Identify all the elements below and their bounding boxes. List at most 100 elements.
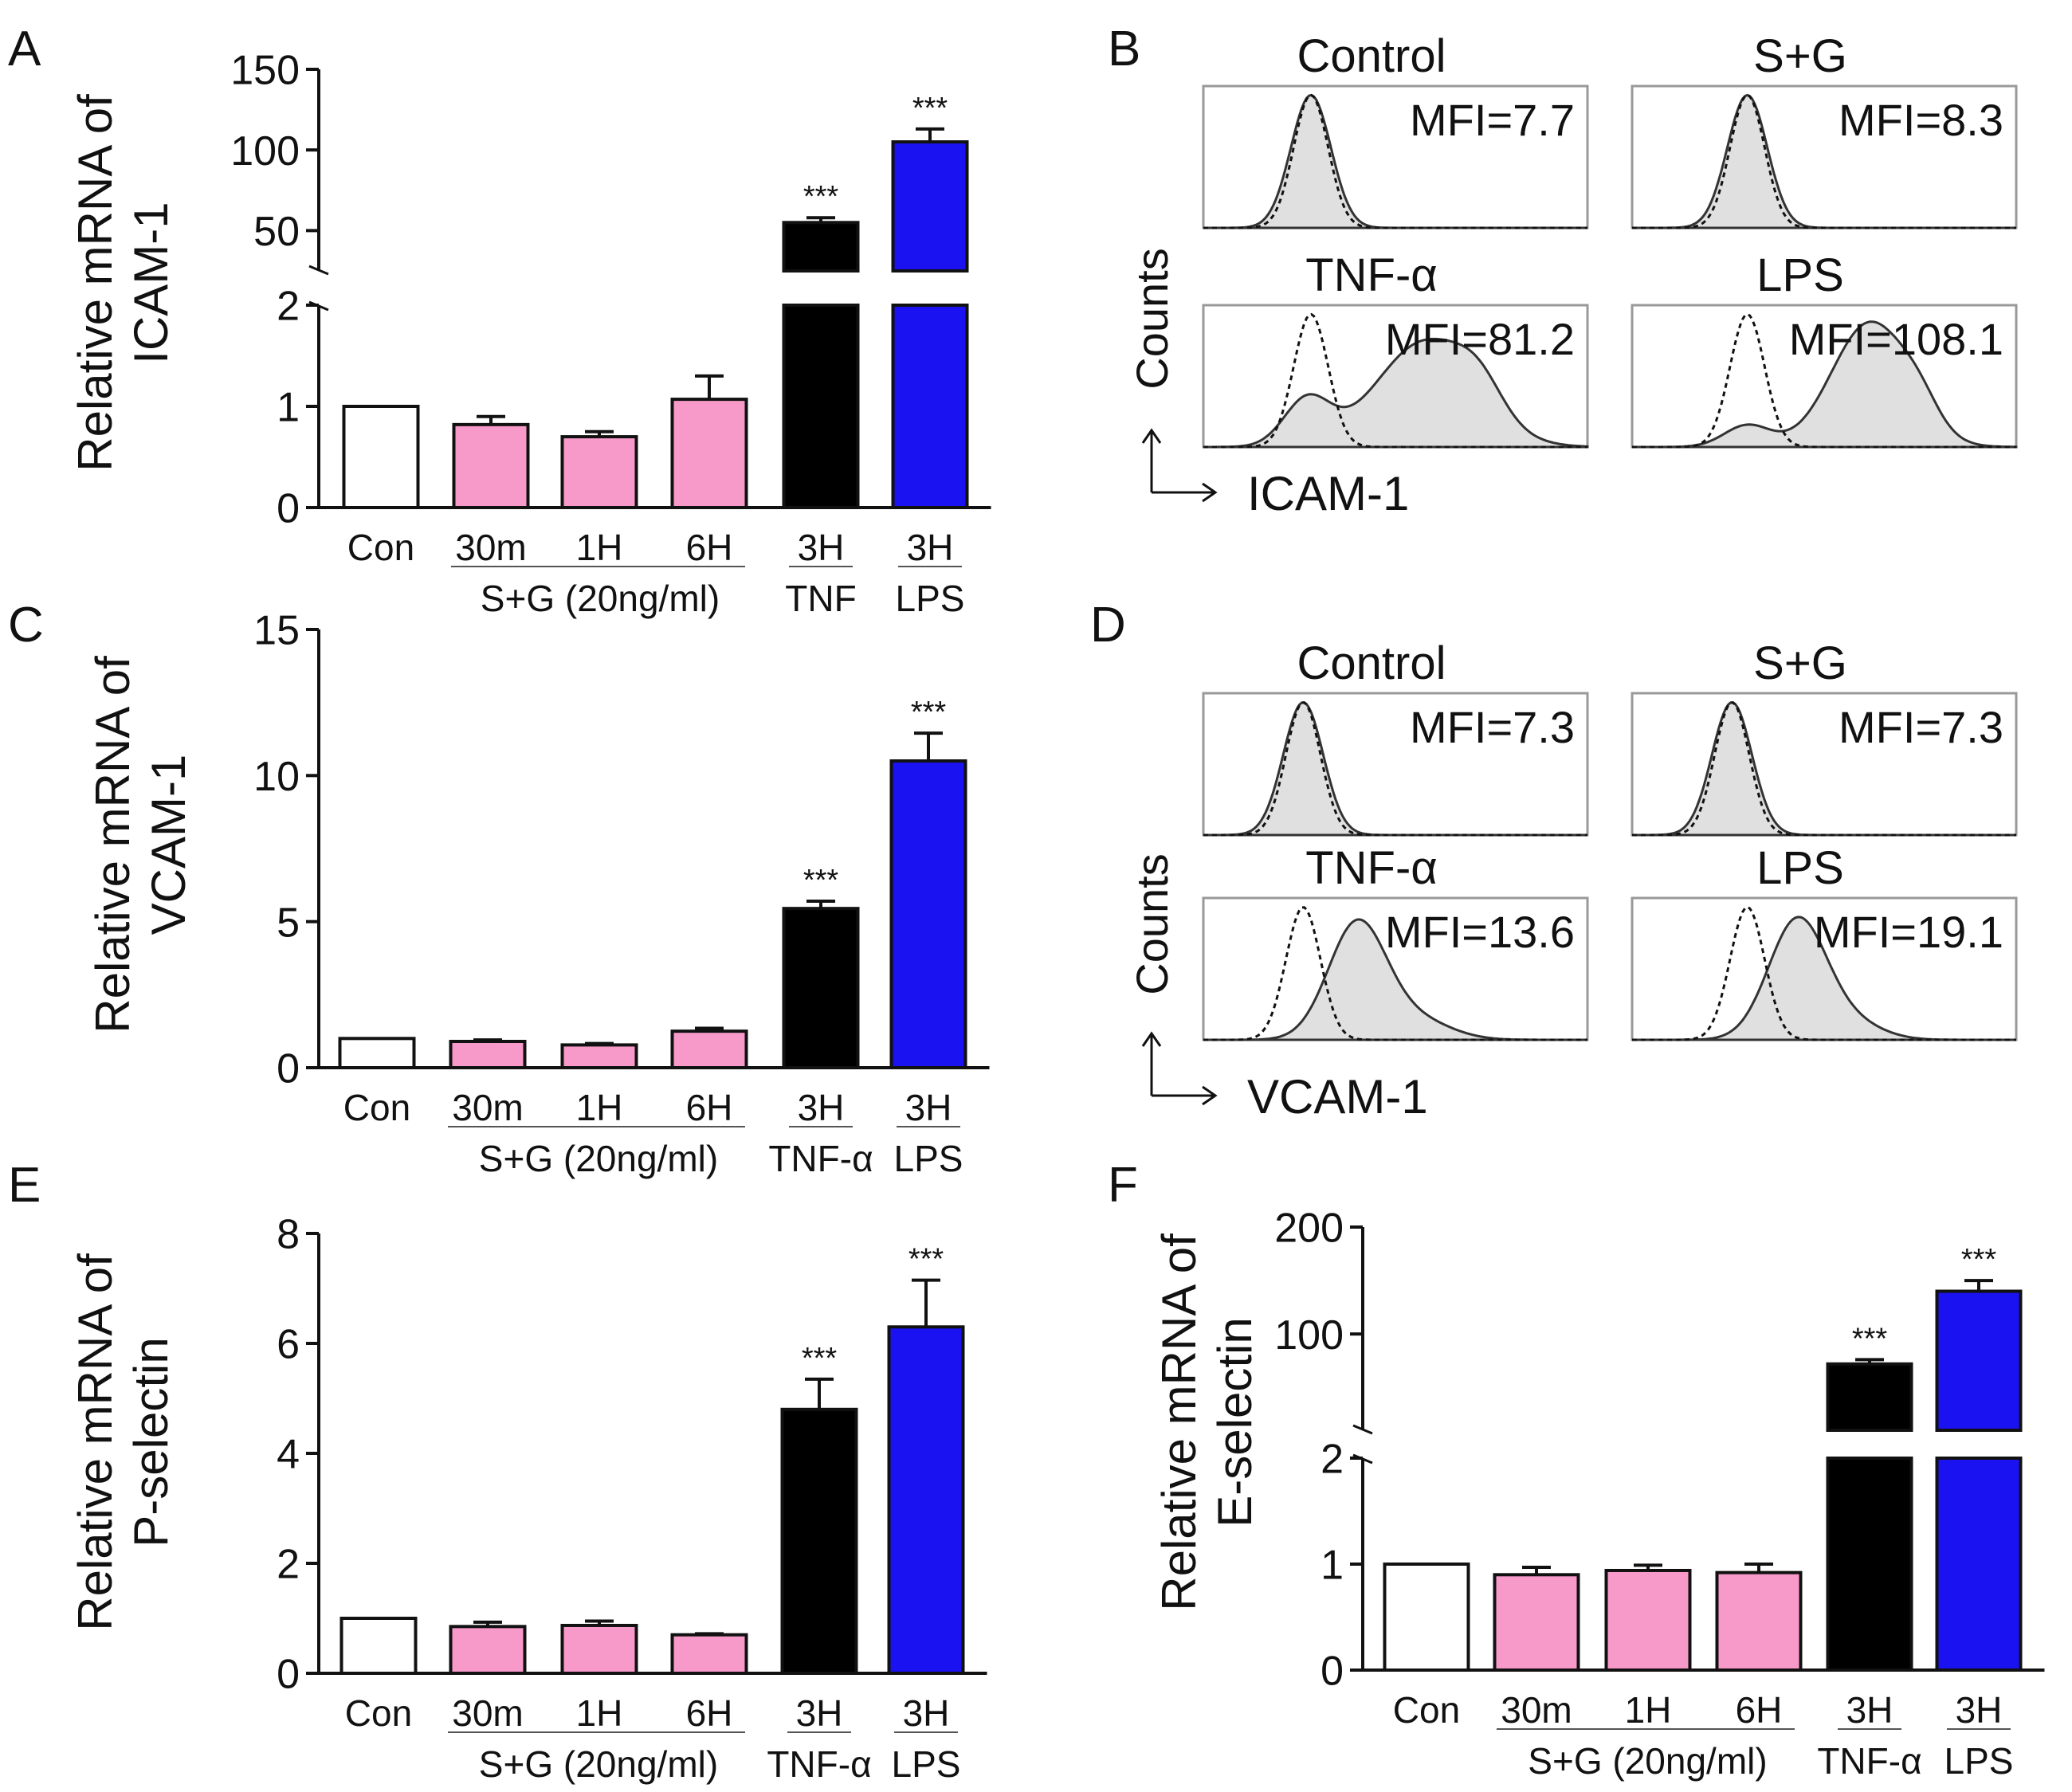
panel-letter-a: A [8, 22, 41, 76]
category-label: 30m [1501, 1689, 1572, 1731]
flow-panel-b: Control MFI=7.7 S+G MFI=8.3 TNF-α MFI=81.2 LPS… [1127, 30, 2018, 520]
mfi-value: MFI=8.3 [1839, 95, 2003, 145]
category-label: 3H [796, 1692, 843, 1734]
counts-axis-title: Counts [1127, 853, 1177, 994]
histogram-title: Control [1297, 30, 1446, 82]
mfi-value: MFI=7.3 [1839, 702, 2003, 752]
marker-axis-title: VCAM-1 [1247, 1070, 1428, 1123]
marker-axis-title: ICAM-1 [1247, 467, 1409, 520]
y-tick-label: 10 [253, 754, 300, 800]
histogram-title: Control [1297, 637, 1446, 689]
flow-panel-d: Control MFI=7.3 S+G MFI=7.3 TNF-α MFI=13.6 LPS… [1127, 637, 2018, 1123]
bar [452, 422, 530, 509]
y-tick-label: 0 [277, 1652, 300, 1698]
mfi-value: MFI=13.6 [1385, 907, 1575, 957]
category-label: 3H [903, 1692, 950, 1734]
y-axis-title-line2: VCAM-1 [142, 755, 195, 935]
y-tick-label: 15 [253, 608, 300, 654]
bar [1715, 1570, 1803, 1672]
isotype-histogram [1632, 905, 2016, 1041]
group-label-sg: S+G (20ng/ml) [1528, 1740, 1767, 1782]
category-label: Con [343, 1087, 410, 1128]
bar [449, 1040, 527, 1069]
histogram-title: LPS [1756, 249, 1844, 301]
panel-letter-b: B [1108, 22, 1140, 76]
category-label: 30m [455, 527, 526, 568]
significance-stars: *** [803, 864, 839, 897]
histogram-control: Control MFI=7.3 [1202, 637, 1589, 837]
y-tick-label: 4 [277, 1432, 300, 1478]
group-label-lps: LPS [894, 1138, 963, 1179]
panel-letter-f: F [1108, 1158, 1138, 1213]
histogram-panels-layer: Control MFI=7.7 S+G MFI=8.3 TNF-α MFI=81.2 LPS… [1127, 30, 2018, 1123]
histogram-title: TNF-α [1305, 249, 1438, 301]
significance-stars: *** [908, 1243, 944, 1276]
group-label-lps: LPS [1944, 1740, 2014, 1782]
bar [560, 1043, 638, 1070]
y-axis-title-line1: Relative mRNA of [69, 1253, 122, 1631]
counts-arrow-head [1141, 1031, 1162, 1047]
group-label-sg: S+G (20ng/ml) [481, 578, 720, 619]
y-tick-label: 150 [230, 48, 300, 94]
category-label: 1H [576, 1087, 623, 1128]
significance-stars: *** [912, 92, 948, 125]
group-label-lps: LPS [892, 1743, 961, 1785]
category-label: 3H [798, 1087, 845, 1128]
category-label: Con [347, 527, 414, 568]
marker-arrow-head [1202, 1085, 1218, 1106]
mfi-value: MFI=108.1 [1789, 314, 2003, 364]
y-tick-label: 100 [230, 128, 300, 174]
y-tick-label: 50 [253, 209, 300, 255]
y-tick-label: 200 [1274, 1206, 1344, 1252]
bar [1935, 1289, 2023, 1433]
mfi-value: MFI=7.7 [1410, 95, 1575, 145]
significance-stars: *** [802, 1342, 838, 1375]
histogram-title: TNF-α [1305, 842, 1438, 894]
y-tick-label: 8 [277, 1212, 300, 1258]
histogram-s-g: S+G MFI=8.3 [1631, 30, 2018, 229]
group-label-tnf: TNF [785, 578, 856, 619]
isotype-histogram [1632, 93, 2016, 229]
mfi-value: MFI=81.2 [1385, 314, 1575, 364]
group-label-tnf: TNF-α [767, 1743, 871, 1785]
category-label: 30m [452, 1087, 523, 1128]
y-axis-title-line1: Relative mRNA of [86, 656, 139, 1033]
y-tick-label: 1 [1321, 1543, 1344, 1589]
bar [670, 1633, 748, 1675]
y-tick-label: 6 [277, 1322, 300, 1368]
category-label: 30m [452, 1692, 523, 1734]
bar [339, 1617, 418, 1675]
bar [887, 1325, 965, 1676]
bar [560, 1623, 638, 1675]
bar [1826, 1362, 1913, 1432]
isotype-histogram [1632, 701, 2016, 837]
category-label: 6H [686, 527, 733, 568]
group-label-sg: S+G (20ng/ml) [479, 1138, 718, 1179]
y-tick-label: 2 [1321, 1437, 1344, 1483]
bar-charts-layer: 0 1 2 50 100 150 *** *** Con 30m 1H 6H 3H 3H S+G (20ng… [69, 48, 2045, 1785]
isotype-histogram [1203, 93, 1587, 229]
bar [670, 1029, 748, 1069]
significance-stars: *** [1852, 1322, 1888, 1355]
marker-arrow-head [1202, 482, 1218, 503]
isotype-histogram [1632, 312, 2016, 449]
bar [1493, 1573, 1580, 1672]
y-axis-title-line2: E-selectin [1208, 1317, 1262, 1527]
sample-histogram [1203, 337, 1589, 449]
isotype-histogram [1203, 906, 1587, 1041]
counts-axis-title: Counts [1127, 248, 1177, 389]
category-label: 3H [905, 1087, 952, 1128]
y-axis-title-line2: ICAM-1 [124, 202, 178, 363]
bar [1604, 1568, 1692, 1672]
category-label: 3H [1846, 1689, 1893, 1731]
mfi-value: MFI=7.3 [1410, 702, 1575, 752]
y-tick-label: 2 [277, 1542, 300, 1588]
panel-letter-c: C [8, 598, 44, 653]
y-tick-label: 5 [277, 900, 300, 946]
mfi-value: MFI=19.1 [1814, 907, 2003, 957]
category-label: 3H [907, 527, 954, 568]
bar-chart-a: 0 1 2 50 100 150 *** *** Con 30m 1H 6H 3H 3H S+G (20ng… [69, 48, 991, 619]
y-tick-label: 2 [277, 284, 300, 330]
axis-break-mark [1352, 1424, 1373, 1435]
